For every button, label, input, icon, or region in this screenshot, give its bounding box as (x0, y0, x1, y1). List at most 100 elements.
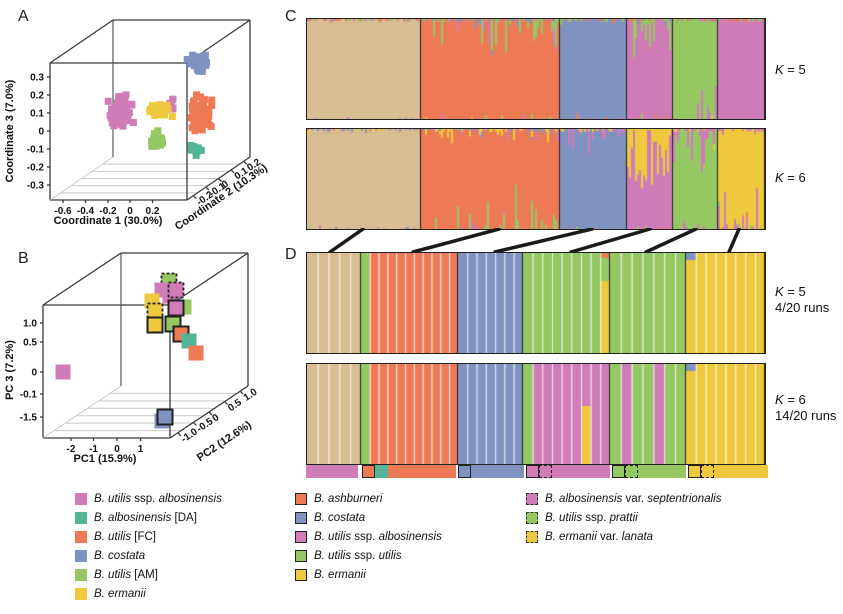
svg-text:-2: -2 (67, 444, 76, 455)
taxon-strip-segment (471, 465, 524, 478)
scatter-point (200, 101, 208, 109)
legend-swatch-teal-none (75, 512, 87, 524)
scatter-point (195, 53, 203, 61)
scatter-point (150, 134, 158, 142)
svg-text:0: 0 (38, 127, 44, 138)
scatter-point (156, 141, 164, 149)
legend-swatch-green-none (75, 569, 87, 581)
scatter-point (193, 115, 201, 123)
legend-swatch-orange-solid (295, 493, 307, 505)
scatter-point (123, 101, 131, 109)
legend-item: B. albosinensis var. septentrionalis (526, 492, 721, 506)
k-symbol: K (775, 62, 784, 77)
scatter-point (146, 302, 164, 320)
legend-swatch-pink-dashed (526, 493, 538, 505)
legend-item: B. ermanii var. lanata (526, 530, 653, 544)
k-label-d-k5: K = 5 4/20 runs (775, 284, 829, 316)
taxon-strip-square-dashed (539, 464, 552, 478)
block-connector-lines (328, 228, 741, 253)
scatter-point (190, 143, 198, 151)
legend-taxon-label: B. utilis ssp. utilis (314, 550, 402, 562)
scatter-point (203, 105, 211, 113)
scatter-point (122, 91, 130, 99)
legend-taxon-label: B. ermanii (314, 569, 366, 581)
taxon-strip-square-solid (362, 464, 375, 478)
legend-taxon-label: B. albosinensis [DA] (94, 512, 197, 524)
scatter-point (129, 119, 137, 127)
scatter-point (197, 93, 205, 101)
svg-text:0: 0 (114, 444, 120, 455)
structure-plot-c-k5 (306, 18, 766, 120)
legend-swatch-green-dashed (526, 512, 538, 524)
taxon-strip-segment (552, 465, 610, 478)
population-assignment-strip (306, 464, 768, 478)
svg-text:0.5: 0.5 (23, 338, 37, 349)
scatter-point (201, 51, 209, 59)
scatter-point (156, 408, 174, 426)
legend-item: B. utilis ssp. prattii (526, 511, 638, 525)
svg-text:0.1: 0.1 (30, 109, 44, 120)
scatter-point (104, 97, 112, 105)
scatter-point (119, 118, 127, 126)
connector-line (411, 228, 501, 253)
taxon-strip-segment (638, 465, 686, 478)
taxon-strip-segment (714, 465, 768, 478)
svg-text:Coordinate 3 (7.0%): Coordinate 3 (7.0%) (4, 79, 16, 182)
scatter-point (149, 138, 157, 146)
scatter-point (196, 62, 204, 70)
taxon-strip-segment (306, 465, 358, 478)
scatter-point (115, 106, 123, 114)
connector-line (493, 228, 594, 253)
scatter-point (124, 116, 132, 124)
legend-taxon-label: B. costata (94, 550, 146, 562)
legend-taxon-label: B. ermanii (94, 588, 146, 600)
scatter-point (116, 92, 124, 100)
legend-taxon-label: B. albosinensis var. septentrionalis (545, 493, 722, 505)
taxon-strip-square-solid (526, 464, 539, 478)
k-symbol: K (775, 284, 784, 299)
taxon-strip-segment (388, 465, 456, 478)
scatter-point (169, 95, 177, 103)
svg-text:0: 0 (211, 412, 222, 424)
legend-item: B. utilis ssp. albosinensis (295, 530, 442, 544)
connector-line (569, 228, 652, 253)
legend-item: B. ermanii (75, 587, 146, 601)
legend-taxon-label: B. utilis ssp. albosinensis (314, 531, 442, 543)
panel-label-c: C (285, 8, 297, 25)
scatter-point (161, 106, 169, 114)
k-label-c-k6: K = 6 (775, 170, 806, 186)
scatter-point (152, 142, 160, 150)
svg-text:PC1 (15.9%): PC1 (15.9%) (74, 453, 137, 465)
k-value: = 5 (783, 284, 806, 299)
legend-taxon-label: B. ashburneri (314, 493, 383, 505)
scatter-point (151, 131, 159, 139)
legend-swatch-pink-none (75, 493, 87, 505)
legend-taxon-label: B. utilis [AM] (94, 569, 158, 581)
scatter-point (191, 123, 199, 131)
k-label-d-k6: K = 6 14/20 runs (775, 392, 836, 424)
svg-text:0.3: 0.3 (30, 73, 44, 84)
scatter-point (156, 101, 164, 109)
structure-plot-d-k6 (306, 363, 766, 465)
pcoa-3d-scatter-plot: -0.6 -0.4 -0.2 0 0.20.30.20.10-0.1-0.2-0.3-0… (4, 19, 270, 233)
scatter-point (198, 126, 206, 134)
structure-plot-c-k6 (306, 128, 766, 230)
pca-3d-scatter-plot: -2 -1 0 11.00.50-0.1-1.5-1.0-0.500.51.0PC1 … (4, 252, 260, 465)
scatter-point (183, 55, 191, 63)
scatter-point (167, 100, 175, 108)
legend-item: B. costata (295, 511, 365, 525)
runs-count: 14/20 runs (775, 408, 837, 423)
scatter-point (115, 111, 123, 119)
svg-text:PC 3 (7.2%): PC 3 (7.2%) (4, 340, 16, 400)
scatter-point (169, 104, 177, 112)
k-value: = 6 (783, 392, 806, 407)
svg-text:0: 0 (31, 368, 37, 379)
svg-text:Coordinate 1 (30.0%): Coordinate 1 (30.0%) (54, 215, 163, 227)
svg-text:0: 0 (127, 206, 133, 217)
taxon-strip-square-solid (612, 464, 625, 478)
legend-item: B. albosinensis [DA] (75, 511, 197, 525)
runs-count: 4/20 runs (775, 300, 830, 315)
scatter-point (201, 110, 209, 118)
svg-text:0: 0 (220, 179, 231, 191)
